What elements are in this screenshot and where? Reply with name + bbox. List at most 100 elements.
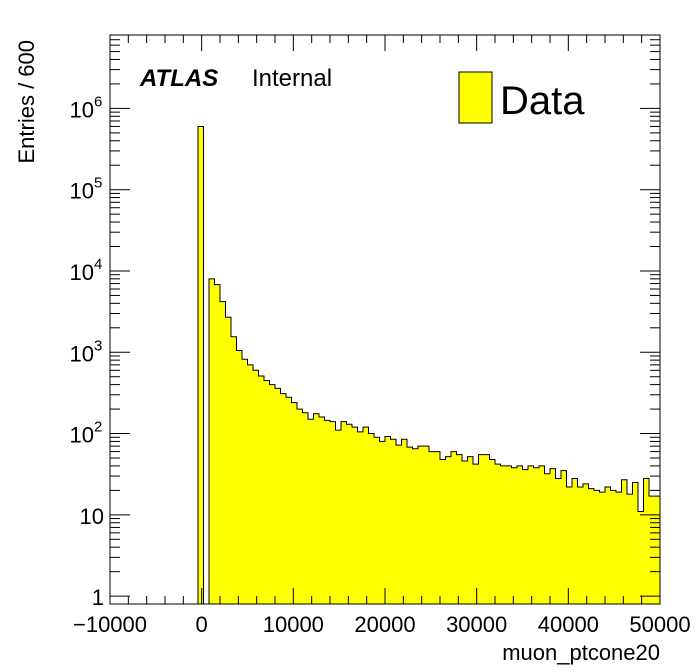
y-tick-label: 10 5 — [70, 175, 103, 204]
histogram-bin — [489, 459, 495, 604]
histogram-bin — [621, 479, 627, 604]
histogram-bin — [231, 336, 237, 604]
histogram-bin — [319, 416, 325, 604]
histogram-bin — [456, 454, 462, 604]
histogram-bin — [561, 470, 567, 604]
histogram-bin — [401, 439, 407, 604]
histogram-bin — [572, 478, 578, 604]
histogram-bin — [308, 419, 314, 604]
histogram-bin — [577, 487, 583, 604]
histogram-bin — [440, 459, 446, 604]
y-tick-label-exponent: 2 — [94, 419, 102, 436]
y-tick-label: 10 4 — [70, 256, 103, 285]
y-tick-label-base: 10 — [80, 504, 104, 529]
histogram-bin — [599, 492, 605, 604]
histogram-bin — [385, 436, 391, 604]
histogram-bin — [467, 456, 473, 604]
y-tick-label: 1 — [92, 585, 104, 610]
histogram-bin — [654, 496, 660, 604]
histogram-bin — [407, 447, 413, 604]
histogram-bin — [269, 384, 275, 604]
y-tick-label-exponent: 4 — [94, 256, 102, 273]
histogram-bin — [506, 465, 512, 604]
histogram-bin — [352, 427, 358, 604]
y-tick-label-base: 1 — [92, 585, 104, 610]
y-axis-title: Entries / 600 — [14, 40, 39, 164]
histogram-bin — [379, 441, 385, 604]
histogram-bin — [528, 465, 534, 604]
x-tick-label: 40000 — [538, 612, 599, 637]
legend-swatch-data — [458, 71, 493, 124]
histogram-bin — [198, 126, 204, 604]
histogram-bin — [478, 454, 484, 604]
histogram-bin — [374, 437, 380, 604]
histogram-bin — [363, 427, 369, 604]
histogram-bin — [242, 359, 248, 604]
histogram-bin — [209, 278, 215, 604]
histogram-bin — [539, 465, 545, 604]
histogram-bin — [632, 482, 638, 604]
histogram-bin — [434, 451, 440, 604]
histogram-bin — [500, 465, 506, 604]
histogram-bin — [451, 451, 457, 604]
histogram-bin — [522, 469, 528, 604]
x-tick-label: 10000 — [263, 612, 324, 637]
x-tick-label: −10000 — [73, 612, 147, 637]
y-tick-label-base: 10 — [70, 260, 94, 285]
histogram-bin — [236, 350, 242, 604]
histogram-bin — [335, 430, 341, 604]
x-tick-label: 30000 — [446, 612, 507, 637]
histogram-bin — [445, 456, 451, 604]
y-tick-label-base: 10 — [70, 423, 94, 448]
histogram-bin — [627, 494, 633, 604]
histogram-bin — [429, 451, 435, 604]
histogram-bin — [566, 487, 572, 604]
histogram-outline — [197, 125, 661, 605]
histogram-bin — [533, 467, 539, 604]
histogram-bin — [412, 448, 418, 604]
experiment-label: ATLAS — [139, 65, 218, 92]
histogram-bin — [643, 478, 649, 604]
histogram-bin — [550, 468, 556, 604]
histogram-bin — [594, 490, 600, 604]
histogram-bin — [368, 433, 374, 604]
y-tick-label: 10 3 — [70, 337, 103, 366]
histogram-bin — [605, 487, 611, 604]
histogram-bin — [638, 511, 644, 604]
x-tick-label: 20000 — [354, 612, 415, 637]
histogram-bin — [275, 388, 281, 604]
histogram-bin — [555, 478, 561, 604]
histogram-bin — [616, 492, 622, 604]
histogram-bin — [473, 464, 479, 604]
histogram-bin — [247, 364, 253, 604]
histogram-bin — [291, 402, 297, 604]
histogram-bin — [253, 370, 259, 604]
histogram-bin — [346, 424, 352, 604]
histogram-bin — [423, 446, 429, 604]
histogram-bin — [280, 393, 286, 604]
y-tick-label-exponent: 6 — [94, 93, 102, 110]
legend: Data — [458, 71, 585, 124]
y-tick-label: 10 2 — [70, 419, 103, 448]
histogram-bin — [511, 467, 517, 604]
histogram-bin — [484, 454, 490, 604]
y-tick-label-base: 10 — [70, 341, 94, 366]
histogram-bin — [225, 317, 231, 604]
x-axis-ticks — [109, 35, 661, 604]
histogram-bin — [341, 421, 347, 604]
histogram-bin — [286, 397, 292, 604]
histogram-bin — [357, 431, 363, 604]
y-axis-ticks — [110, 34, 660, 597]
y-tick-label-base: 10 — [70, 97, 94, 122]
histogram-bin — [396, 445, 402, 604]
y-tick-label: 10 — [80, 504, 104, 529]
histogram-bin — [214, 284, 220, 604]
status-label: Internal — [252, 65, 332, 92]
histogram-bin — [264, 380, 270, 604]
histogram-bin — [313, 413, 319, 604]
histogram-bin — [544, 473, 550, 604]
y-tick-label: 10 6 — [70, 93, 103, 122]
legend-label-data: Data — [500, 79, 585, 123]
